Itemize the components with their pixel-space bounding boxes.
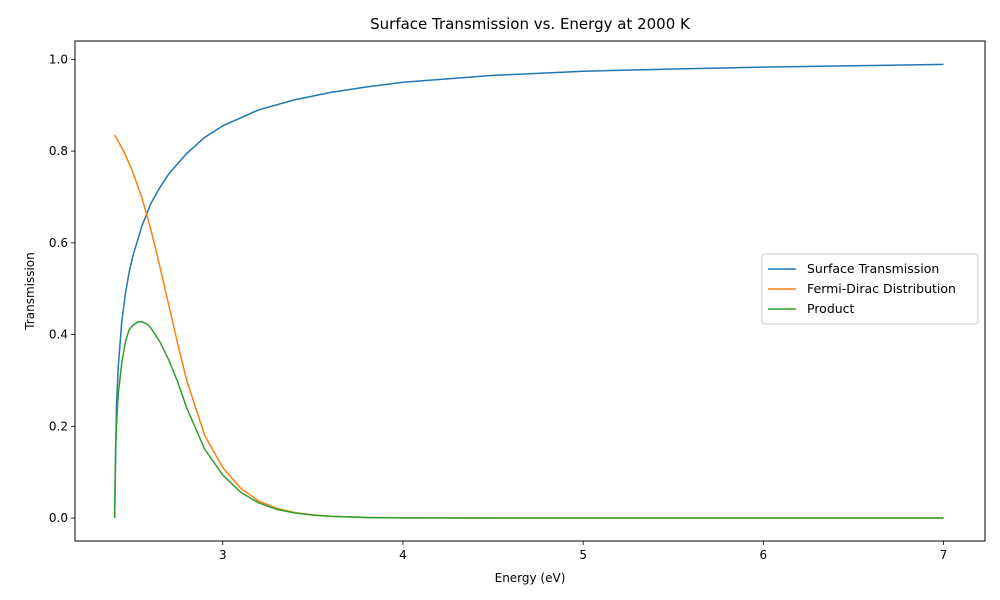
y-tick-label-1: 0.2 — [49, 419, 68, 433]
x-tick-label-0: 3 — [219, 548, 227, 562]
plot-lines — [113, 63, 944, 519]
legend-box — [761, 253, 979, 325]
series-line-2 — [113, 320, 944, 519]
y-tick-label-3: 0.6 — [49, 236, 68, 250]
y-tick-label-2: 0.4 — [49, 328, 68, 342]
y-tick-label-0: 0.0 — [49, 511, 68, 525]
legend: Surface Transmission Fermi-Dirac Distribu… — [761, 253, 979, 325]
series-line-0 — [113, 63, 944, 519]
x-axis-label: Energy (eV) — [495, 571, 566, 585]
x-tick-label-4: 7 — [940, 548, 948, 562]
legend-label-0: Surface Transmission — [807, 261, 939, 276]
x-tick-label-1: 4 — [399, 548, 407, 562]
chart-title: Surface Transmission vs. Energy at 2000 … — [370, 15, 691, 33]
legend-label-1: Fermi-Dirac Distribution — [807, 281, 956, 296]
plot-frame — [74, 40, 986, 542]
y-tick-label-4: 0.8 — [49, 144, 68, 158]
y-tick-label-5: 1.0 — [49, 52, 68, 66]
x-axis-ticks: 3 4 5 6 7 — [219, 541, 947, 562]
y-axis-ticks: 0.0 0.2 0.4 0.6 0.8 1.0 — [49, 52, 75, 525]
x-tick-label-2: 5 — [579, 548, 587, 562]
legend-label-2: Product — [807, 301, 855, 316]
x-tick-label-3: 6 — [760, 548, 768, 562]
y-axis-label: Transmission — [23, 252, 37, 331]
